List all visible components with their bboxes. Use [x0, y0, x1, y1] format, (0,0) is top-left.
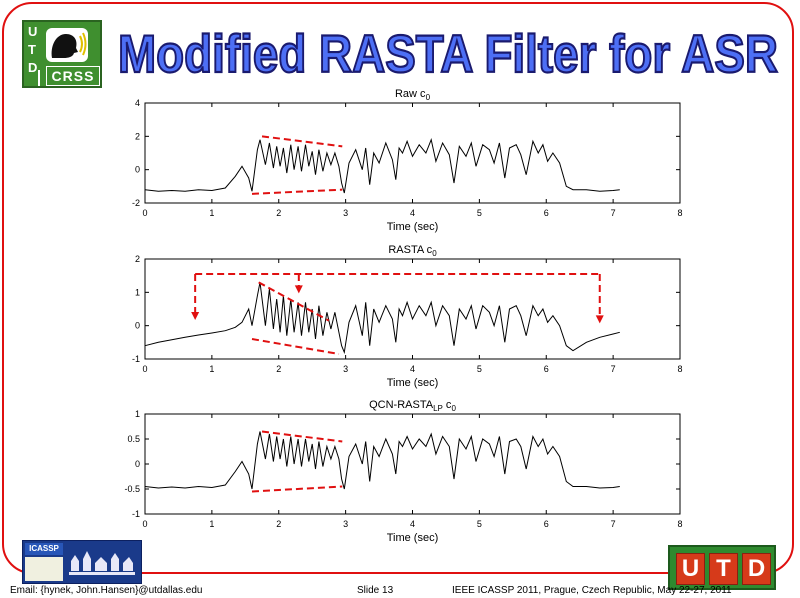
- x-tick-label: 0: [142, 208, 147, 218]
- chart-title: RASTA c0: [388, 244, 437, 258]
- plot-frame: [144, 258, 681, 360]
- series-line: [144, 137, 620, 194]
- y-tick-label: 0.5: [127, 434, 140, 444]
- x-tick-label: 7: [611, 208, 616, 218]
- icassp-logo: ICASSP: [22, 540, 142, 584]
- icassp-label: ICASSP: [25, 543, 63, 555]
- arrowhead-icon: [595, 315, 604, 324]
- x-axis-label: Time (sec): [387, 377, 439, 389]
- footer-slide-number: Slide 13: [357, 585, 394, 596]
- logo-divider: [38, 70, 40, 86]
- envelope-dashed-line: [258, 281, 330, 322]
- chart-title: QCN-RASTALP c0: [369, 399, 456, 413]
- x-tick-label: 1: [209, 519, 214, 529]
- y-tick-label: -1: [132, 509, 140, 519]
- y-tick-label: 2: [135, 254, 140, 264]
- x-tick-label: 3: [343, 364, 348, 374]
- x-tick-label: 6: [544, 208, 549, 218]
- y-tick-label: -0.5: [124, 484, 140, 494]
- envelope-dashed-line: [251, 188, 343, 195]
- x-tick-label: 7: [611, 519, 616, 529]
- y-tick-label: -1: [132, 354, 140, 364]
- x-tick-label: 2: [276, 208, 281, 218]
- envelope-dashed-line: [261, 430, 343, 443]
- x-tick-label: 4: [410, 208, 415, 218]
- x-tick-label: 4: [410, 519, 415, 529]
- x-tick-label: 5: [477, 364, 482, 374]
- chart-title: Raw c0: [395, 88, 431, 102]
- envelope-dashed-line: [251, 338, 340, 355]
- logo-letter-u: U: [28, 24, 38, 39]
- x-tick-label: 3: [343, 519, 348, 529]
- logo-letter-t: T: [28, 42, 36, 57]
- title-wordart: Modified RASTA Filter for ASR: [117, 24, 779, 85]
- x-tick-label: 1: [209, 208, 214, 218]
- x-axis-label: Time (sec): [387, 221, 439, 233]
- y-tick-label: 4: [135, 98, 140, 108]
- x-tick-label: 3: [343, 208, 348, 218]
- logo-crss-label: CRSS: [46, 66, 100, 86]
- slide-title: Modified RASTA Filter for ASR: [118, 25, 778, 84]
- x-tick-label: 2: [276, 519, 281, 529]
- x-tick-label: 8: [677, 208, 682, 218]
- y-tick-label: 0: [135, 165, 140, 175]
- x-tick-label: 0: [142, 519, 147, 529]
- prague-skyline-icon: [67, 545, 137, 579]
- footer: Email: {hynek, John.Hansen}@utdallas.edu…: [0, 585, 800, 598]
- x-tick-label: 1: [209, 364, 214, 374]
- plot-frame: [144, 413, 681, 515]
- footer-email: Email: {hynek, John.Hansen}@utdallas.edu: [10, 585, 203, 596]
- arrowhead-icon: [191, 312, 200, 320]
- utd-letter-t: T: [709, 553, 738, 585]
- y-tick-label: 1: [135, 287, 140, 297]
- utd-badge: U T D: [668, 545, 776, 590]
- x-tick-label: 8: [677, 519, 682, 529]
- x-tick-label: 7: [611, 364, 616, 374]
- y-tick-label: 2: [135, 131, 140, 141]
- envelope-dashed-line: [261, 135, 343, 148]
- x-tick-label: 0: [142, 364, 147, 374]
- series-line: [144, 282, 620, 355]
- crss-logo: U T D CRSS: [22, 20, 102, 88]
- y-tick-label: 0: [135, 459, 140, 469]
- speaker-head-icon: [46, 28, 88, 62]
- y-tick-label: 0: [135, 321, 140, 331]
- series-line: [144, 431, 620, 490]
- footer-conference: IEEE ICASSP 2011, Prague, Czech Republic…: [452, 585, 732, 596]
- utd-letter-d: D: [742, 553, 771, 585]
- icassp-date-badge: [25, 557, 63, 581]
- arrowhead-icon: [294, 285, 303, 294]
- x-tick-label: 6: [544, 519, 549, 529]
- logo-letter-d: D: [28, 60, 38, 75]
- x-tick-label: 2: [276, 364, 281, 374]
- x-tick-label: 8: [677, 364, 682, 374]
- y-tick-label: -2: [132, 198, 140, 208]
- x-axis-label: Time (sec): [387, 532, 439, 544]
- chart-3: 0 1 2 3 4 5 6 7 8 -1 -0.5 0 0.5 1 Time (sec) QCN-RASTAL…: [124, 399, 682, 544]
- envelope-dashed-line: [251, 485, 343, 493]
- x-tick-label: 6: [544, 364, 549, 374]
- plot-frame: [144, 102, 681, 204]
- x-tick-label: 5: [477, 208, 482, 218]
- x-tick-label: 5: [477, 519, 482, 529]
- x-tick-label: 4: [410, 364, 415, 374]
- y-tick-label: 1: [135, 409, 140, 419]
- utd-letter-u: U: [676, 553, 705, 585]
